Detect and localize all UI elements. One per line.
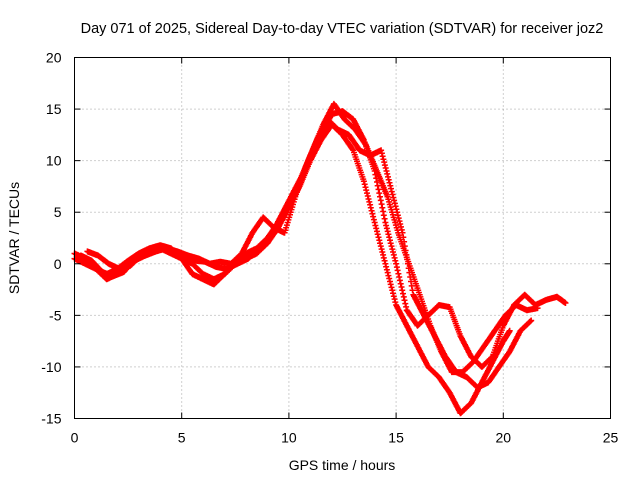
plot-frame — [74, 57, 611, 419]
x-axis-label: GPS time / hours — [289, 457, 396, 473]
y-tick-label: 10 — [46, 153, 62, 169]
x-tick-label: 20 — [496, 430, 512, 446]
series-1 — [71, 121, 513, 417]
series-markers — [84, 100, 541, 376]
x-tick-label: 15 — [388, 430, 404, 446]
x-tick-labels: 0 5 10 15 20 25 — [71, 430, 619, 446]
y-tick-label: 5 — [54, 204, 62, 220]
series-3 — [84, 100, 541, 376]
y-tick-label: 0 — [54, 256, 62, 272]
x-tick-label: 5 — [178, 430, 186, 446]
x-tick-label: 10 — [281, 430, 297, 446]
y-tick-label: 15 — [46, 101, 62, 117]
y-tick-label: -5 — [49, 307, 62, 323]
data-points — [71, 100, 569, 417]
axis-ticks — [74, 57, 611, 419]
chart-title: Day 071 of 2025, Sidereal Day-to-day VTE… — [81, 21, 604, 37]
x-tick-label: 25 — [603, 430, 619, 446]
y-tick-label: 20 — [46, 50, 62, 66]
y-tick-label: -10 — [41, 359, 61, 375]
y-tick-label: -15 — [41, 411, 61, 427]
series-markers — [71, 121, 513, 417]
y-axis-label: SDTVAR / TECUs — [6, 182, 22, 294]
x-tick-label: 0 — [71, 430, 79, 446]
y-tick-labels: -15 -10 -5 0 5 10 15 20 — [41, 50, 61, 427]
